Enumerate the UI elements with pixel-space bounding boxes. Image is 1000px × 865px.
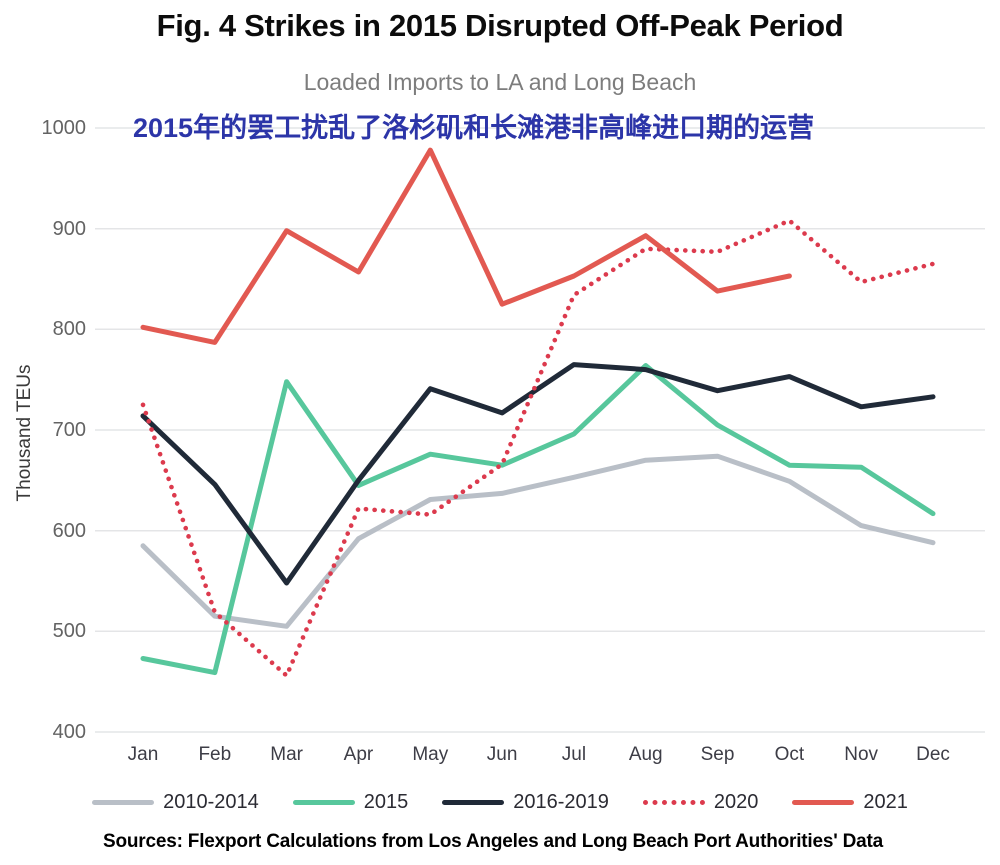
legend-label: 2020	[713, 791, 759, 813]
legend-swatch-2021	[792, 800, 855, 805]
chart-subtitle: Loaded Imports to LA and Long Beach	[303, 69, 697, 95]
legend-swatch-2020	[642, 800, 705, 805]
y-tick-label: 700	[52, 419, 86, 441]
chart-title: Fig. 4 Strikes in 2015 Disrupted Off-Pea…	[156, 8, 844, 43]
x-tick-label: Jun	[486, 744, 518, 765]
legend-item-2021: 2021	[792, 791, 908, 814]
chinese-annotation: 2015年的罢工扰乱了洛杉矶和长滩港非高峰进口期的运营	[133, 113, 815, 143]
x-tick-label: Jan	[127, 744, 159, 765]
y-tick-label: 900	[52, 217, 86, 240]
legend-item-2020: 2020	[642, 791, 759, 814]
y-tick-label: 1000	[41, 117, 87, 139]
x-tick-label: Dec	[916, 744, 950, 765]
legend-label: 2016-2019	[513, 791, 609, 813]
y-tick-label: 400	[52, 721, 86, 743]
y-tick-label: 600	[52, 519, 86, 542]
x-tick-label: Sep	[700, 744, 735, 765]
x-tick-label: Oct	[774, 744, 805, 765]
series-line-2010-2014	[140, 453, 936, 629]
series-line-2020	[140, 218, 936, 678]
source-note: Sources: Flexport Calculations from Los …	[103, 831, 884, 852]
series-line-2021	[140, 147, 792, 345]
legend-item-2015: 2015	[292, 791, 409, 814]
legend-label: 2021	[863, 791, 908, 813]
legend-label: 2015	[363, 791, 409, 813]
x-tick-label: Jul	[561, 744, 587, 765]
legend-item-2016-2019: 2016-2019	[442, 791, 609, 814]
legend-swatch-2015	[292, 800, 355, 805]
y-tick-label: 500	[52, 620, 86, 643]
line-chart	[95, 127, 985, 733]
x-tick-label: May	[412, 744, 449, 765]
chart-legend: 2010-2014 2015 2016-2019 2020 2021	[0, 791, 1000, 814]
x-tick-label: Aug	[628, 744, 663, 765]
legend-swatch-2016-2019	[442, 800, 505, 805]
legend-item-2010-2014: 2010-2014	[92, 791, 259, 814]
series-line-2015	[140, 363, 936, 676]
x-tick-label: Apr	[343, 744, 374, 765]
legend-swatch-2010-2014	[92, 800, 155, 805]
x-tick-label: Nov	[844, 744, 879, 765]
x-tick-label: Feb	[198, 744, 232, 765]
series-line-2016-2019	[140, 362, 936, 586]
y-tick-label: 800	[52, 318, 86, 341]
x-tick-label: Mar	[270, 744, 303, 765]
legend-label: 2010-2014	[163, 791, 259, 813]
